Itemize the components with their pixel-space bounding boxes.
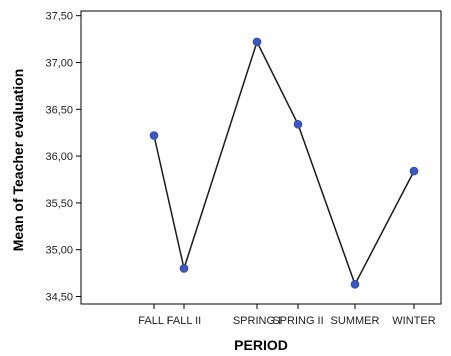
plot-area [80,10,442,305]
data-point [149,131,159,140]
y-axis-title: Mean of Teacher evaluation [10,69,26,252]
data-point [409,166,419,176]
y-tick-label: 35,50 [45,198,73,210]
x-axis-title: PERIOD [234,337,288,353]
x-tick-label: FALL I [138,315,169,327]
x-tick-label: SPRING I [233,315,281,327]
data-point [350,280,360,289]
y-tick-label: 34,50 [45,292,73,304]
data-point [293,119,303,129]
data-markers [149,37,419,289]
y-tick-label: 37,50 [45,11,73,23]
y-tick-label: 36,00 [45,151,73,163]
y-tick-label: 37,00 [45,57,73,69]
x-tick-label: SPRING II [272,315,323,327]
y-tick-label: 35,00 [45,245,73,257]
series-line [153,39,415,287]
x-tick-label: WINTER [392,315,435,327]
data-point [179,264,189,273]
x-tick-label: FALL II [167,315,201,327]
data-point [252,37,262,47]
x-tick-label: SUMMER [331,315,380,327]
y-axis: 34,50 35,00 35,50 36,00 36,50 37,00 37,50 [45,11,81,304]
y-tick-label: 36,50 [45,104,73,116]
